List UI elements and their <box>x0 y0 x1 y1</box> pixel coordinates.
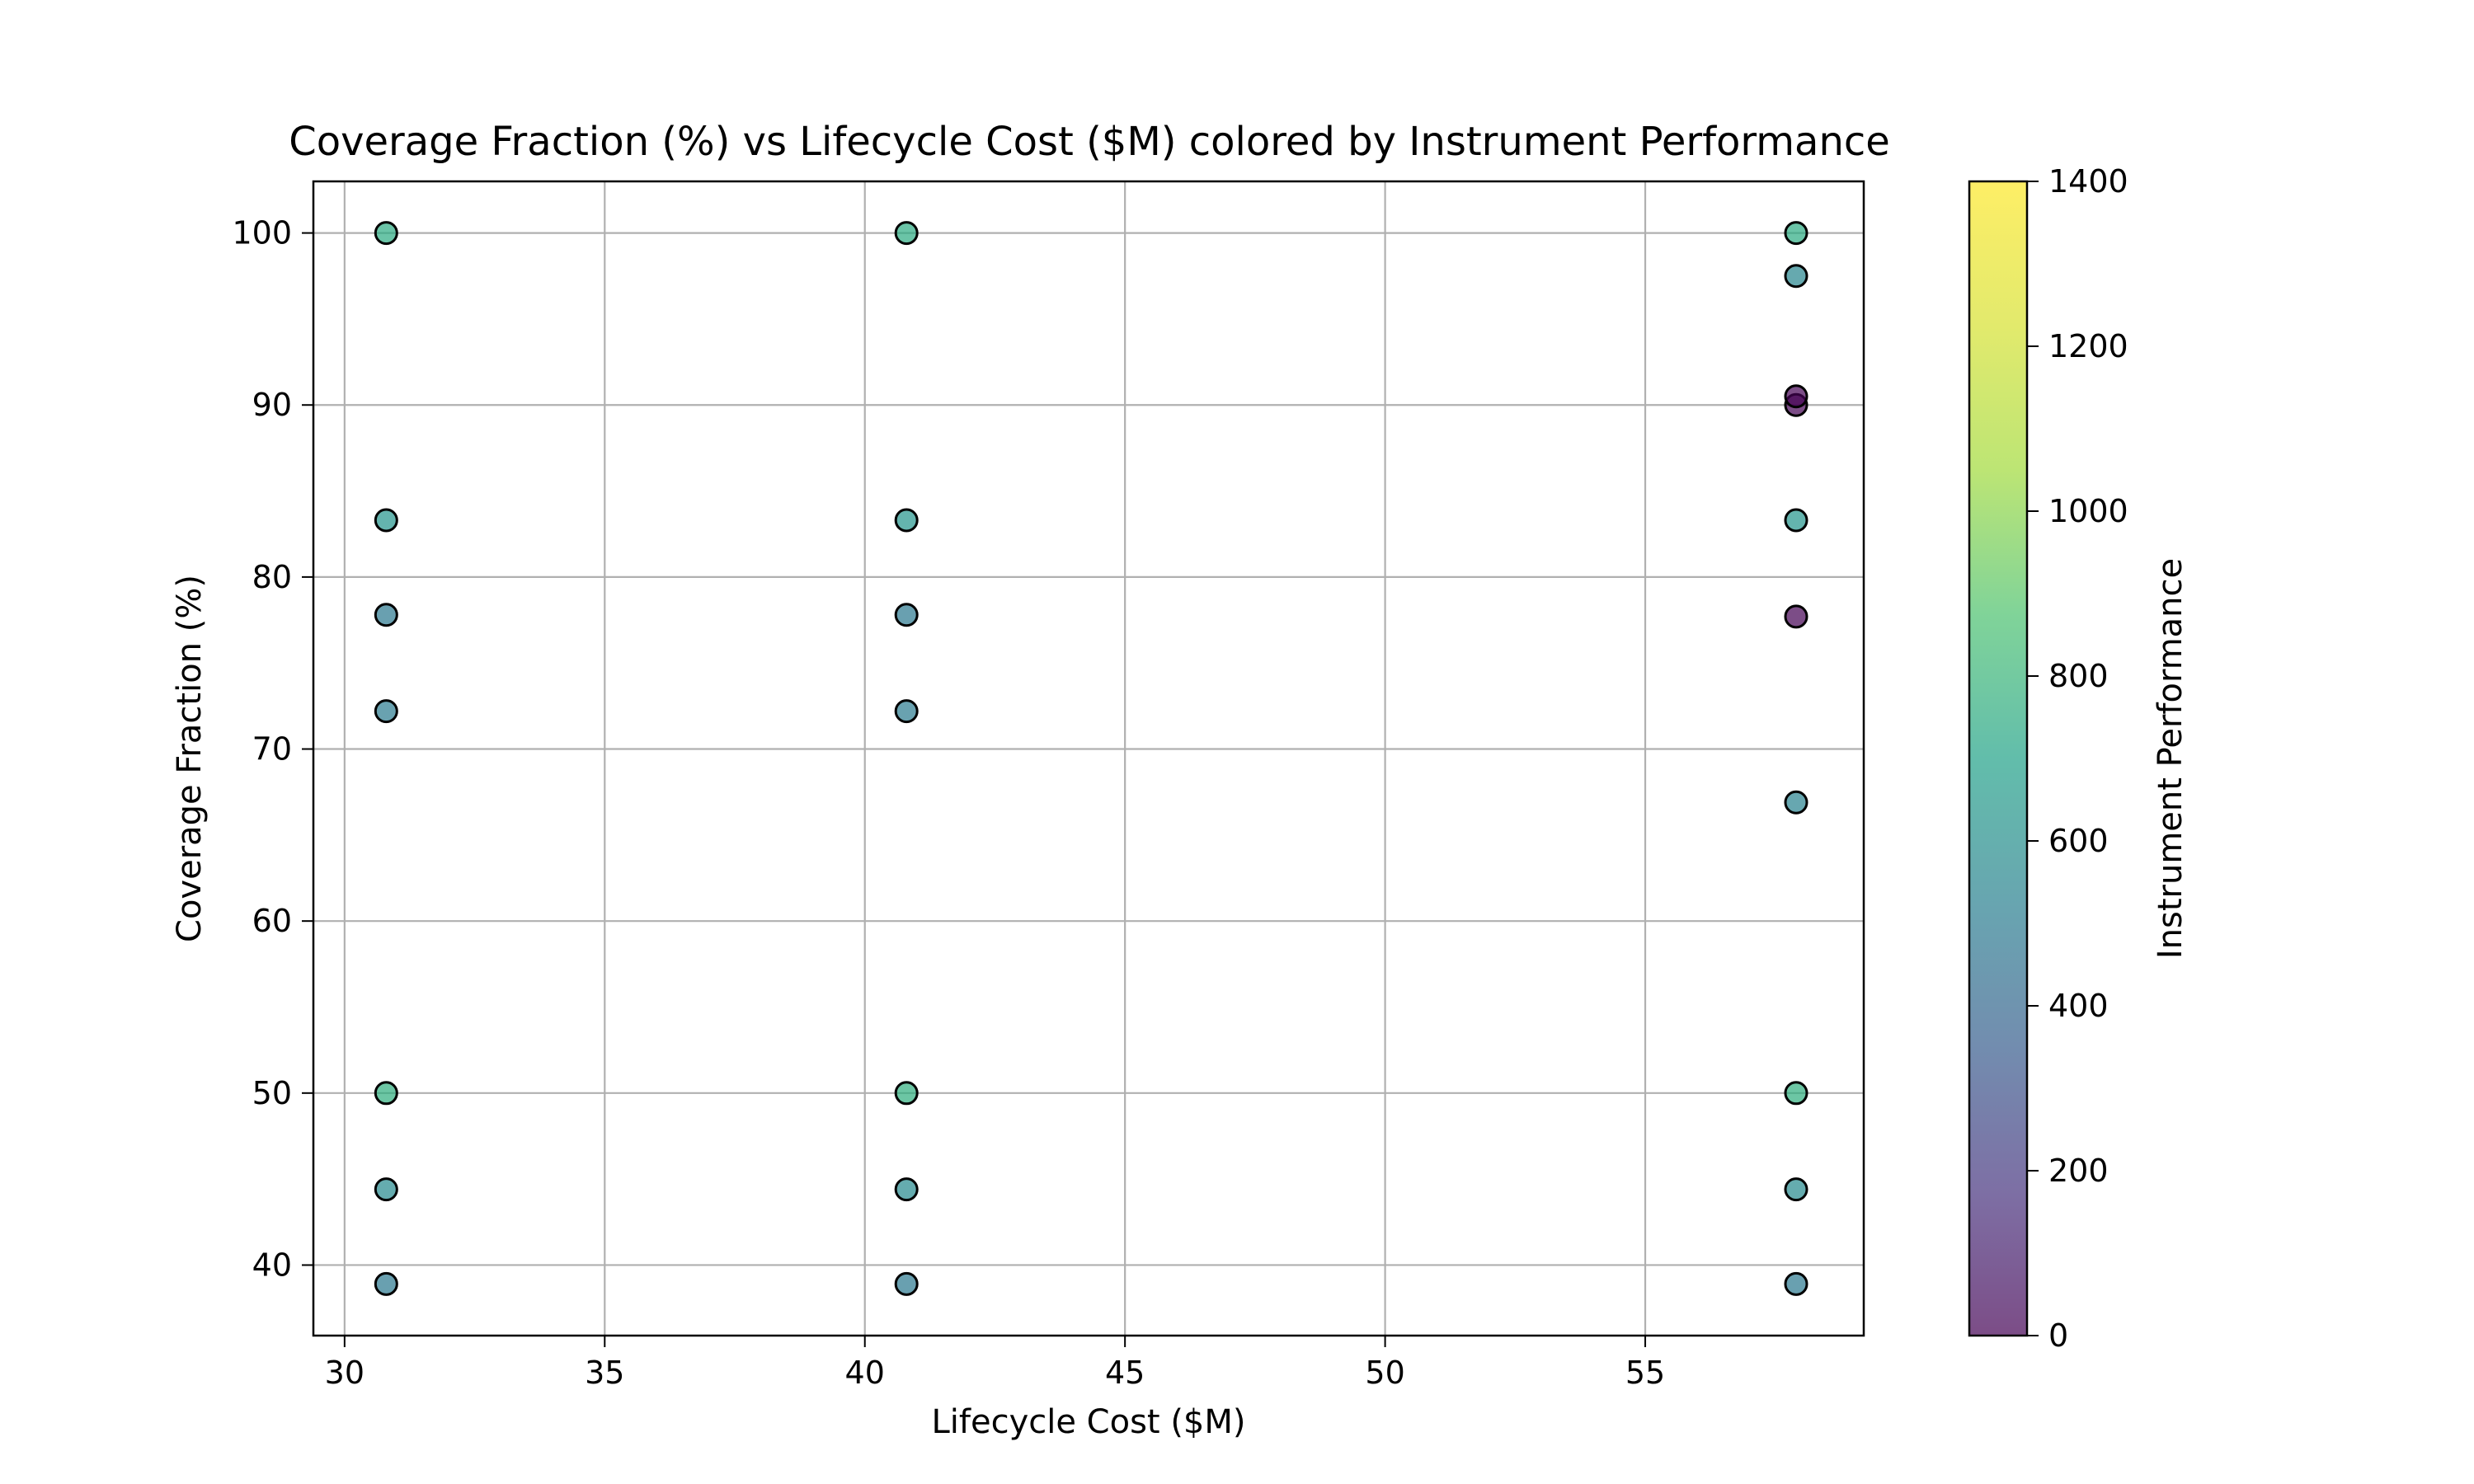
data-point <box>1784 264 1808 289</box>
colorbar-ticks: 0 200 400 600 800 1000 1200 1400 <box>2027 163 2128 1354</box>
colorbar-tick-label: 1200 <box>2048 328 2128 364</box>
data-point <box>894 221 919 246</box>
data-point <box>894 508 919 533</box>
data-point <box>374 1271 398 1296</box>
colorbar-tick-label: 400 <box>2048 988 2109 1024</box>
data-point <box>1784 508 1808 533</box>
colorbar-frame <box>1968 180 2029 1337</box>
colorbar-tick-label: 600 <box>2048 823 2109 859</box>
y-tick-label: 60 <box>252 903 292 939</box>
data-point <box>1784 604 1808 629</box>
data-point <box>1784 384 1808 409</box>
colorbar-tick-label: 800 <box>2048 658 2109 694</box>
colorbar-gradient <box>1969 181 2027 1336</box>
y-tick-label: 80 <box>252 559 292 595</box>
plot-background <box>313 181 1864 1336</box>
data-point <box>894 603 919 627</box>
plot-area: 30 35 40 45 50 55 40 50 60 70 80 90 100 <box>232 180 1865 1391</box>
data-point <box>374 603 398 627</box>
data-point <box>894 1271 919 1296</box>
y-tick-label: 90 <box>252 387 292 423</box>
data-point <box>1784 221 1808 246</box>
plot-frame <box>312 180 1865 1337</box>
data-point <box>374 508 398 533</box>
x-tick-label: 45 <box>1105 1355 1145 1391</box>
data-point <box>1784 1081 1808 1106</box>
data-point <box>374 699 398 724</box>
y-tick-label: 100 <box>232 215 292 251</box>
data-points <box>374 221 1808 1296</box>
data-point <box>894 699 919 724</box>
x-tick-label: 30 <box>325 1355 365 1391</box>
x-tick-label: 55 <box>1625 1355 1665 1391</box>
data-point <box>894 1081 919 1106</box>
data-point <box>1784 1271 1808 1296</box>
y-axis-label: Coverage Fraction (%) <box>171 575 209 942</box>
x-tick-label: 50 <box>1365 1355 1404 1391</box>
x-tick-label: 40 <box>845 1355 885 1391</box>
x-axis-label: Lifecycle Cost ($M) <box>932 1403 1246 1441</box>
colorbar: 0 200 400 600 800 1000 1200 1400 Instrument Per… <box>1968 163 2189 1354</box>
grid-lines <box>313 181 1864 1336</box>
data-point <box>1784 790 1808 815</box>
data-point <box>374 1177 398 1202</box>
colorbar-tick-label: 1000 <box>2048 493 2128 529</box>
data-point <box>894 1177 919 1202</box>
colorbar-tick-label: 1400 <box>2048 163 2128 200</box>
y-tick-label: 40 <box>252 1247 292 1283</box>
colorbar-label: Instrument Performance <box>2152 558 2189 959</box>
colorbar-tick-label: 200 <box>2048 1153 2109 1189</box>
colorbar-tick-label: 0 <box>2048 1317 2068 1354</box>
x-axis-ticks: 30 35 40 45 50 55 <box>325 1336 1665 1391</box>
x-tick-label: 35 <box>585 1355 624 1391</box>
y-axis-ticks: 40 50 60 70 80 90 100 <box>232 215 313 1283</box>
data-point <box>374 1081 398 1106</box>
chart-title: Coverage Fraction (%) vs Lifecycle Cost … <box>289 119 1890 165</box>
y-tick-label: 70 <box>252 731 292 768</box>
y-tick-label: 50 <box>252 1075 292 1111</box>
data-point <box>1784 1177 1808 1202</box>
data-point <box>374 221 398 246</box>
